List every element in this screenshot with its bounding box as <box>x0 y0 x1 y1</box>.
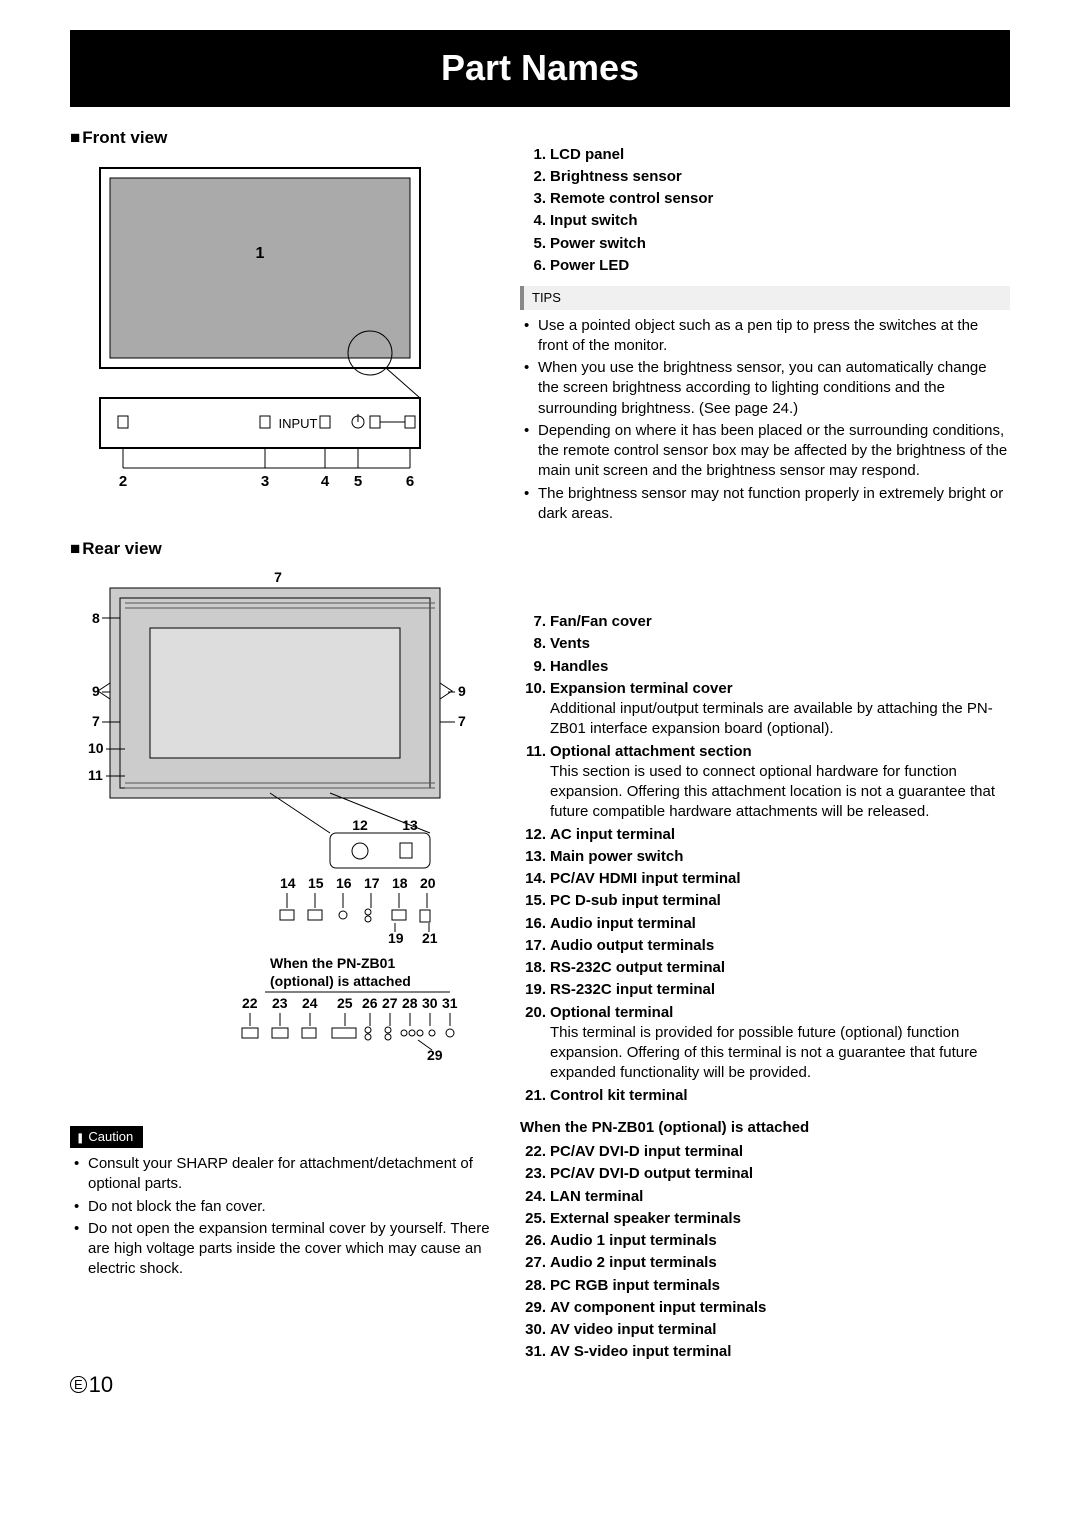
page-title: Part Names <box>70 30 1010 107</box>
caution-label: Caution <box>70 1126 143 1148</box>
list-item: 24.LAN terminal <box>524 1187 1010 1207</box>
list-item: 4.Input switch <box>524 211 1010 231</box>
rear-view-diagram: 7 8 9 9 7 7 10 11 <box>70 568 490 1108</box>
dl-28: 28 <box>402 995 418 1011</box>
dl-22: 22 <box>242 995 258 1011</box>
page-number: E10 <box>70 1370 490 1400</box>
dl-7r: 7 <box>458 713 466 729</box>
dl-15: 15 <box>308 875 324 891</box>
list-item: 21.Control kit terminal <box>524 1086 1010 1106</box>
diagram-label-1: 1 <box>256 245 265 262</box>
tips-item: Depending on where it has been placed or… <box>524 421 1010 482</box>
diagram-label-3: 3 <box>261 473 269 490</box>
dl-29: 29 <box>427 1047 443 1063</box>
rear-view-heading: Rear view <box>70 538 490 561</box>
caution-item: Do not block the fan cover. <box>74 1197 490 1217</box>
dl-17: 17 <box>364 875 380 891</box>
list-item: 13.Main power switch <box>524 847 1010 867</box>
page-e-badge: E <box>70 1376 87 1393</box>
caution-box: Caution Consult your SHARP dealer for at… <box>70 1126 490 1279</box>
attached-caption-1: When the PN-ZB01 <box>270 955 395 971</box>
right-column: 1.LCD panel 2.Brightness sensor 3.Remote… <box>520 127 1010 1400</box>
list-item: 30.AV video input terminal <box>524 1320 1010 1340</box>
diagram-label-6: 6 <box>406 473 414 490</box>
dl-30: 30 <box>422 995 438 1011</box>
rear-parts-list: 7.Fan/Fan cover 8.Vents 9.Handles 10.Exp… <box>520 612 1010 1106</box>
list-item: 9.Handles <box>524 657 1010 677</box>
caution-list: Consult your SHARP dealer for attachment… <box>70 1154 490 1280</box>
diagram-input-label: INPUT <box>279 416 318 431</box>
dl-24: 24 <box>302 995 318 1011</box>
dl-25: 25 <box>337 995 353 1011</box>
rear-sublist: 22.PC/AV DVI-D input terminal 23.PC/AV D… <box>520 1142 1010 1363</box>
list-item: 2.Brightness sensor <box>524 167 1010 187</box>
list-item: 7.Fan/Fan cover <box>524 612 1010 632</box>
tips-heading: TIPS <box>520 286 1010 310</box>
list-item: 3.Remote control sensor <box>524 189 1010 209</box>
dl-13: 13 <box>402 817 418 833</box>
list-item: 11.Optional attachment sectionThis secti… <box>524 742 1010 823</box>
rear-view-section: Rear view 7 <box>70 538 490 1109</box>
dl-19: 19 <box>388 930 404 946</box>
list-item: 15.PC D-sub input terminal <box>524 891 1010 911</box>
dl-31: 31 <box>442 995 458 1011</box>
left-column: Front view 1 INPUT <box>70 127 490 1400</box>
diagram-label-4: 4 <box>321 473 330 490</box>
caution-item: Consult your SHARP dealer for attachment… <box>74 1154 490 1195</box>
front-parts-list: 1.LCD panel 2.Brightness sensor 3.Remote… <box>520 145 1010 277</box>
page-number-value: 10 <box>89 1372 113 1397</box>
dl-20: 20 <box>420 875 436 891</box>
list-item: 5.Power switch <box>524 234 1010 254</box>
list-item: 31.AV S-video input terminal <box>524 1342 1010 1362</box>
list-item: 25.External speaker terminals <box>524 1209 1010 1229</box>
dl-11: 11 <box>88 767 103 783</box>
list-item: 12.AC input terminal <box>524 825 1010 845</box>
list-item: 28.PC RGB input terminals <box>524 1276 1010 1296</box>
dl-9l: 9 <box>92 683 100 699</box>
dl-16: 16 <box>336 875 352 891</box>
attached-caption-2: (optional) is attached <box>270 973 411 989</box>
dl-8: 8 <box>92 610 100 626</box>
dl-12: 12 <box>352 817 368 833</box>
dl-7t: 7 <box>274 569 282 585</box>
list-item: 29.AV component input terminals <box>524 1298 1010 1318</box>
dl-7l: 7 <box>92 713 100 729</box>
list-item: 26.Audio 1 input terminals <box>524 1231 1010 1251</box>
content-columns: Front view 1 INPUT <box>70 127 1010 1400</box>
front-view-heading: Front view <box>70 127 490 150</box>
list-item: 19.RS-232C input terminal <box>524 980 1010 1000</box>
list-item: 8.Vents <box>524 634 1010 654</box>
list-item: 17.Audio output terminals <box>524 936 1010 956</box>
list-item: 27.Audio 2 input terminals <box>524 1253 1010 1273</box>
list-item: 10.Expansion terminal coverAdditional in… <box>524 679 1010 740</box>
diagram-label-2: 2 <box>119 473 127 490</box>
front-view-diagram: 1 INPUT <box>70 158 490 498</box>
list-item: 20.Optional terminalThis terminal is pro… <box>524 1003 1010 1084</box>
list-item: 22.PC/AV DVI-D input terminal <box>524 1142 1010 1162</box>
list-item: 16.Audio input terminal <box>524 914 1010 934</box>
dl-9r: 9 <box>458 683 466 699</box>
tips-item: The brightness sensor may not function p… <box>524 484 1010 525</box>
list-item: 23.PC/AV DVI-D output terminal <box>524 1164 1010 1184</box>
dl-10: 10 <box>88 740 104 756</box>
dl-14: 14 <box>280 875 296 891</box>
dl-23: 23 <box>272 995 288 1011</box>
tips-item: When you use the brightness sensor, you … <box>524 358 1010 419</box>
list-item: 6.Power LED <box>524 256 1010 276</box>
dl-26: 26 <box>362 995 378 1011</box>
list-item: 18.RS-232C output terminal <box>524 958 1010 978</box>
tips-list: Use a pointed object such as a pen tip t… <box>520 316 1010 525</box>
caution-item: Do not open the expansion terminal cover… <box>74 1219 490 1280</box>
dl-18: 18 <box>392 875 408 891</box>
rear-subheading: When the PN-ZB01 (optional) is attached <box>520 1118 1010 1138</box>
dl-27: 27 <box>382 995 398 1011</box>
list-item: 1.LCD panel <box>524 145 1010 165</box>
dl-21: 21 <box>422 930 438 946</box>
diagram-label-5: 5 <box>354 473 362 490</box>
list-item: 14.PC/AV HDMI input terminal <box>524 869 1010 889</box>
tips-item: Use a pointed object such as a pen tip t… <box>524 316 1010 357</box>
